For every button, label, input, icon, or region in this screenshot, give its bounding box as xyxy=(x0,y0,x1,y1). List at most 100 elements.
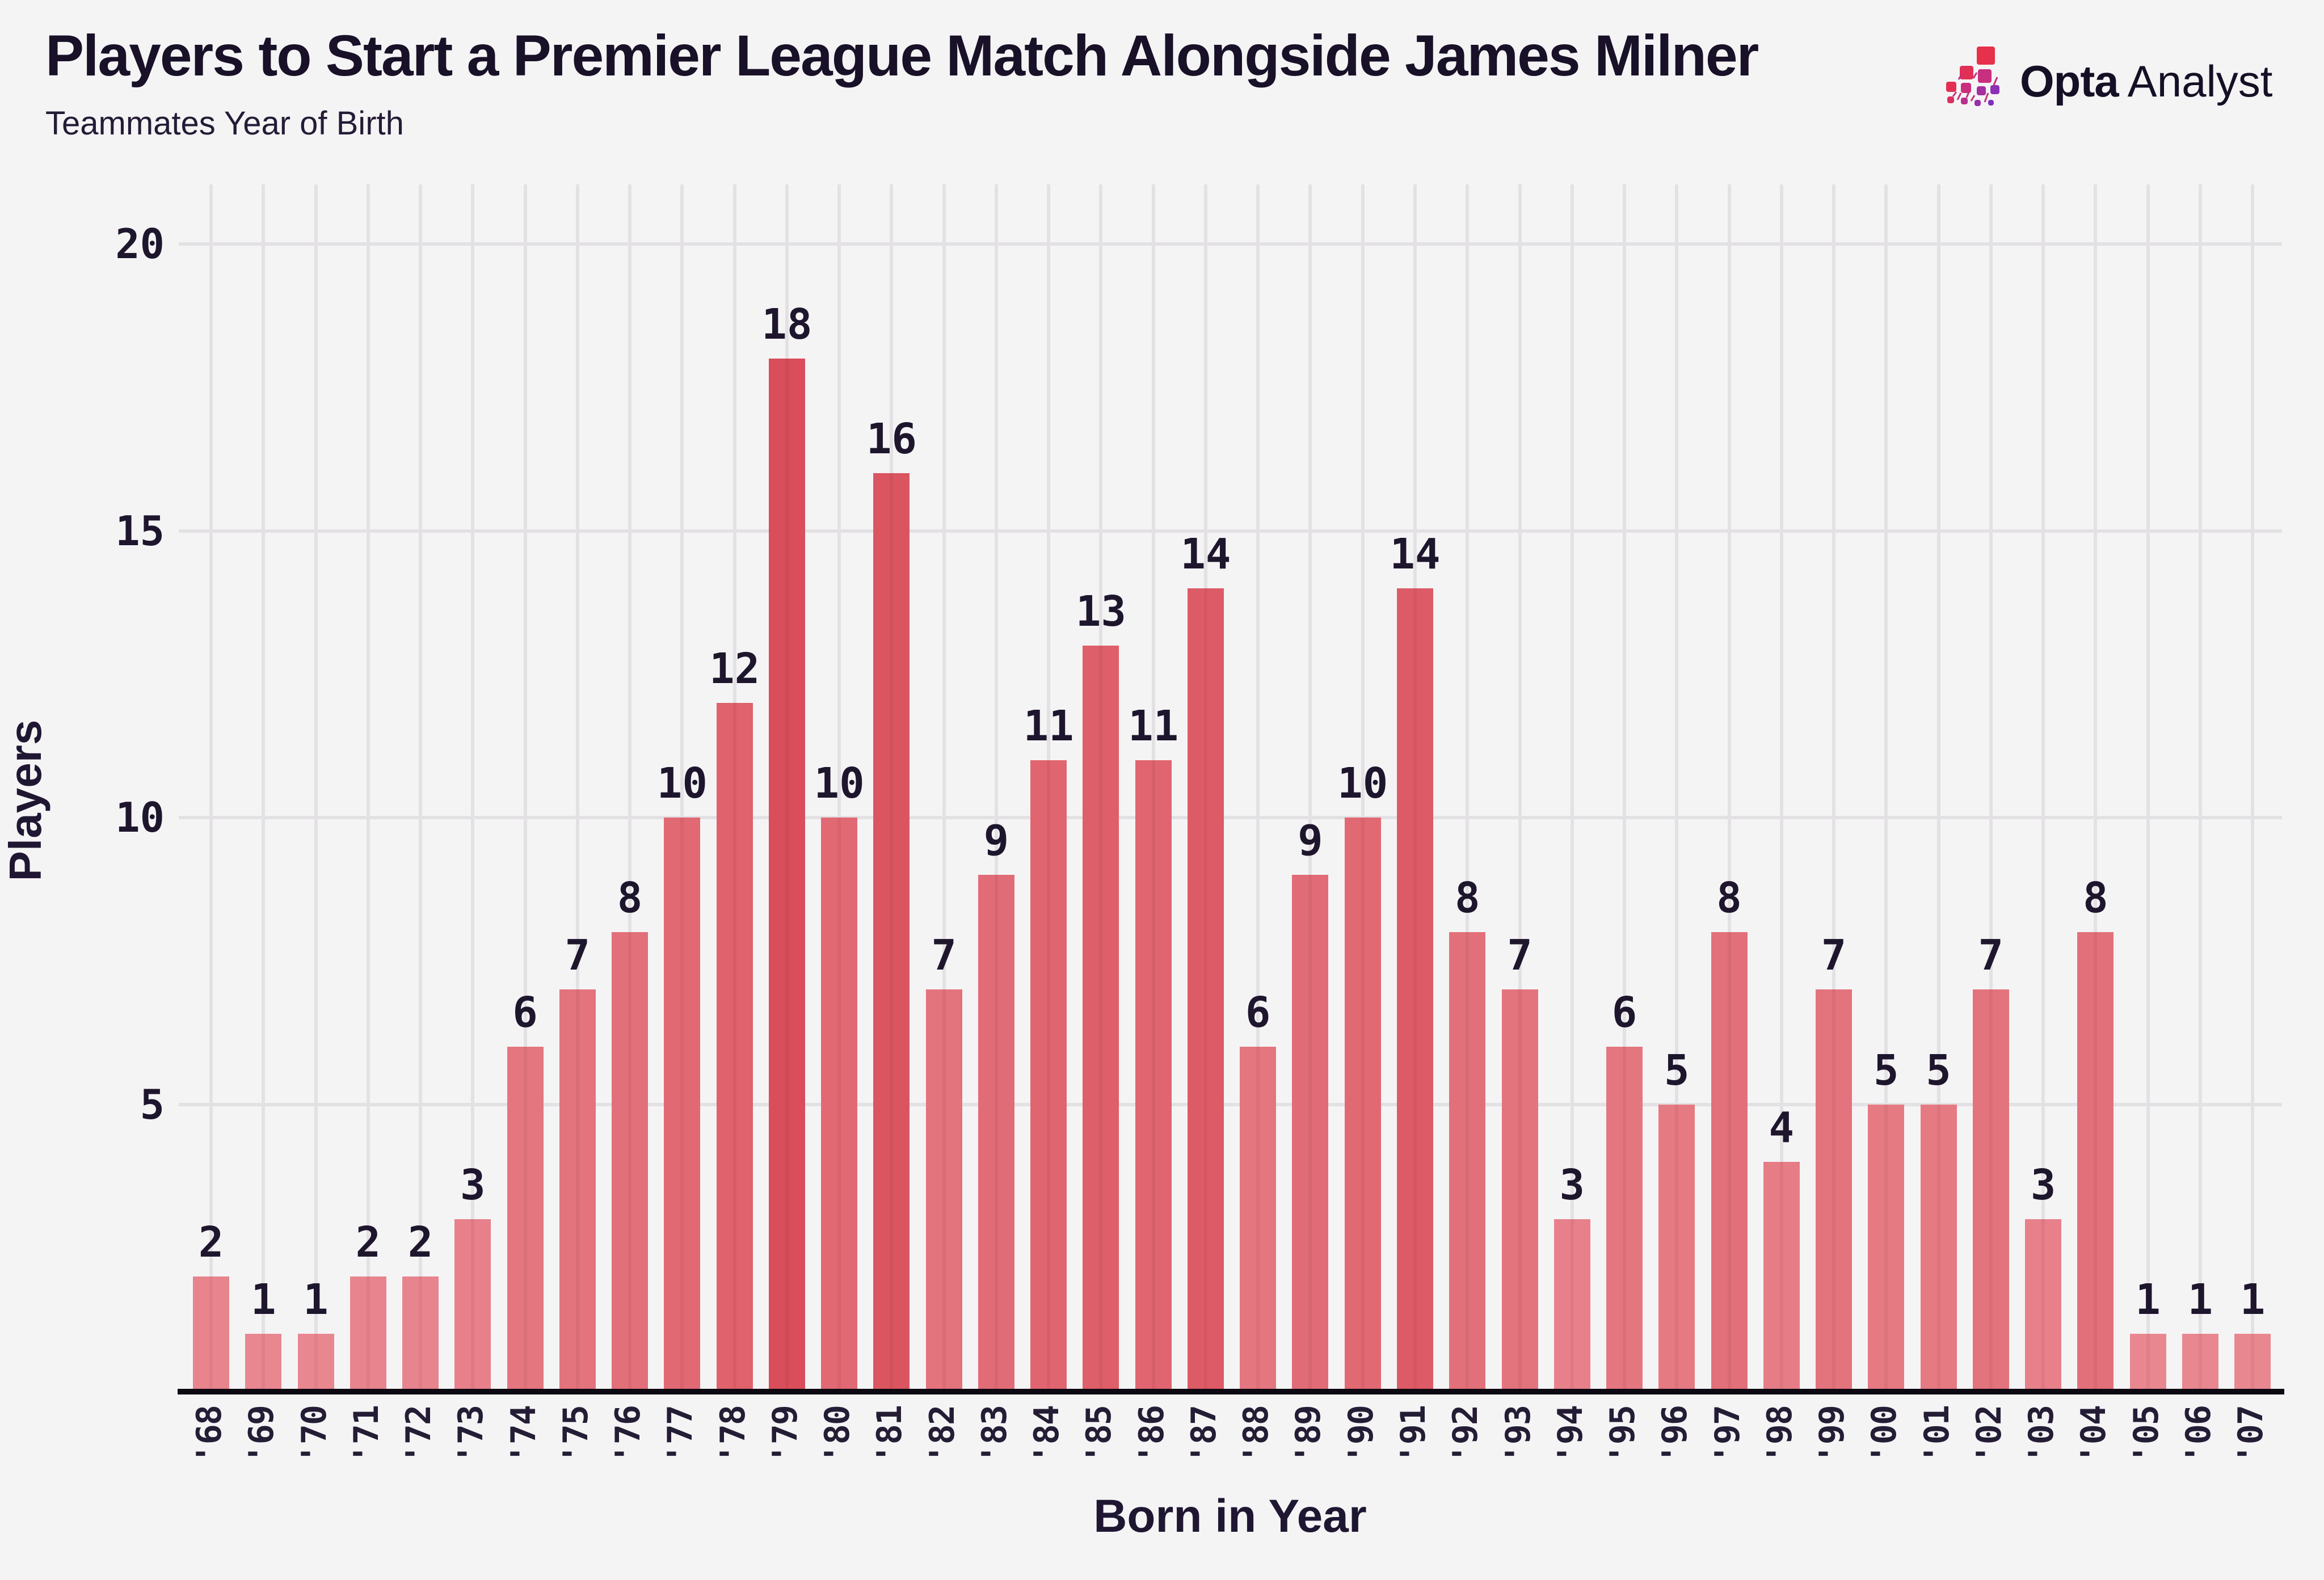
gridline-through-bar xyxy=(419,1276,423,1391)
gridline-through-bar xyxy=(1047,760,1051,1391)
bar xyxy=(1187,588,1224,1391)
bar xyxy=(1920,1104,1957,1391)
bar-value-label: 18 xyxy=(761,300,812,349)
bar-value-label: 14 xyxy=(1180,529,1231,579)
gridline-through-bar xyxy=(1203,588,1207,1391)
bar xyxy=(1816,989,1853,1391)
gridline-through-bar xyxy=(2198,1333,2202,1391)
gridline-through-bar xyxy=(628,932,632,1391)
bar-value-label: 5 xyxy=(1664,1046,1690,1095)
bar xyxy=(1553,1219,1590,1391)
bar xyxy=(664,818,701,1391)
bar xyxy=(1083,645,1119,1391)
v-gridline xyxy=(2146,184,2150,1389)
x-tick-label: '87 xyxy=(1184,1406,1224,1464)
bar-value-label: 8 xyxy=(2083,874,2108,923)
x-tick-label: '95 xyxy=(1603,1406,1643,1464)
page-title: Players to Start a Premier League Match … xyxy=(45,23,1759,88)
bar xyxy=(1030,760,1067,1391)
x-tick-label: '94 xyxy=(1550,1406,1590,1464)
v-gridline xyxy=(419,184,423,1389)
x-tick-label: '73 xyxy=(451,1406,491,1464)
v-gridline xyxy=(314,184,318,1389)
v-gridline xyxy=(523,184,527,1389)
bar-value-label: 5 xyxy=(1873,1046,1899,1095)
y-tick-label: 15 xyxy=(115,507,165,555)
x-tick-label: '97 xyxy=(1707,1406,1748,1464)
bar xyxy=(925,989,962,1391)
bar xyxy=(1606,1047,1643,1391)
gridline-through-bar xyxy=(314,1333,318,1391)
h-gridline xyxy=(179,529,2282,533)
x-tick-label: '88 xyxy=(1236,1406,1277,1464)
bar-value-label: 11 xyxy=(1023,701,1074,751)
v-gridline xyxy=(994,184,998,1389)
gridline-through-bar xyxy=(1884,1104,1888,1391)
gridline-through-bar xyxy=(2094,932,2098,1391)
gridline-through-bar xyxy=(262,1333,266,1391)
logo-wordmark: Opta Analyst xyxy=(2020,56,2272,107)
v-gridline xyxy=(366,184,370,1389)
x-tick-label: '71 xyxy=(346,1406,386,1464)
gridline-through-bar xyxy=(1361,818,1365,1391)
bar-value-label: 6 xyxy=(512,988,538,1038)
bar-value-label: 4 xyxy=(1769,1103,1795,1152)
bar-value-label: 1 xyxy=(2187,1275,2213,1324)
bar-value-label: 1 xyxy=(303,1275,329,1324)
v-gridline xyxy=(1623,184,1627,1389)
v-gridline xyxy=(680,184,684,1389)
bar xyxy=(402,1276,439,1391)
v-gridline xyxy=(628,184,632,1389)
v-gridline xyxy=(1936,184,1940,1389)
gridline-through-bar xyxy=(942,989,946,1391)
gridline-through-bar xyxy=(1466,932,1470,1391)
bar xyxy=(1711,932,1748,1391)
gridline-through-bar xyxy=(1623,1047,1627,1391)
bar xyxy=(350,1276,386,1391)
gridline-through-bar xyxy=(1570,1219,1574,1391)
v-gridline xyxy=(2198,184,2202,1389)
x-axis-line xyxy=(178,1389,2284,1394)
bar xyxy=(2129,1333,2166,1391)
gridline-through-bar xyxy=(575,989,579,1391)
bar-value-label: 2 xyxy=(407,1217,433,1267)
bar-value-label: 3 xyxy=(2030,1160,2056,1210)
bar-value-label: 10 xyxy=(814,759,865,808)
v-gridline xyxy=(1466,184,1470,1389)
y-tick-label: 5 xyxy=(140,1080,165,1128)
v-gridline xyxy=(575,184,579,1389)
x-tick-label: '72 xyxy=(399,1406,439,1464)
bar-value-label: 6 xyxy=(1245,988,1271,1038)
gridline-through-bar xyxy=(366,1276,370,1391)
gridline-through-bar xyxy=(523,1047,527,1391)
v-gridline xyxy=(1361,184,1365,1389)
bar xyxy=(297,1333,334,1391)
bar xyxy=(2077,932,2114,1391)
v-gridline xyxy=(2251,184,2255,1389)
v-gridline xyxy=(1675,184,1679,1389)
gridline-through-bar xyxy=(1308,875,1312,1391)
chart-subtitle: Teammates Year of Birth xyxy=(45,105,404,142)
v-gridline xyxy=(471,184,475,1389)
bar-value-label: 12 xyxy=(709,644,760,693)
x-tick-label: '69 xyxy=(242,1406,282,1464)
x-tick-label: '70 xyxy=(294,1406,334,1464)
bar-value-label: 1 xyxy=(250,1275,276,1324)
x-tick-label: '04 xyxy=(2074,1406,2114,1464)
bar-value-label: 7 xyxy=(1978,931,2004,980)
v-gridline xyxy=(1779,184,1783,1389)
bar xyxy=(1658,1104,1695,1391)
v-gridline xyxy=(1256,184,1260,1389)
bar-value-label: 9 xyxy=(983,816,1009,866)
bar xyxy=(1240,1047,1277,1391)
gridline-through-bar xyxy=(837,818,841,1391)
gridline-through-bar xyxy=(1151,760,1155,1391)
x-tick-label: '78 xyxy=(713,1406,753,1464)
bar xyxy=(768,359,805,1391)
v-gridline xyxy=(262,184,266,1389)
bar xyxy=(507,1047,544,1391)
bar xyxy=(716,702,753,1391)
x-tick-label: '07 xyxy=(2231,1406,2271,1464)
bar xyxy=(1501,989,1538,1391)
